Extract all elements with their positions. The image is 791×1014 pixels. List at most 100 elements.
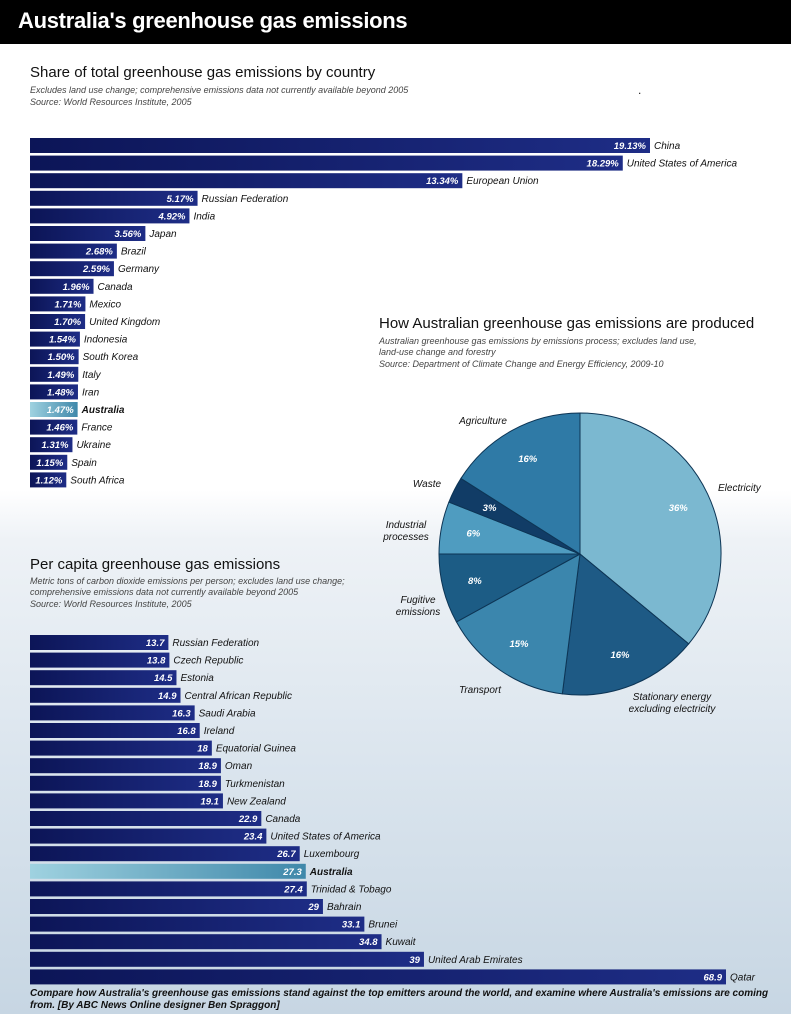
bar-value-australia: 27.3 xyxy=(282,867,302,878)
bar-luxembourg xyxy=(30,846,300,862)
bar-label-kuwait: Kuwait xyxy=(386,937,417,948)
bar-label-australia: Australia xyxy=(309,867,353,878)
bar-france xyxy=(30,419,78,435)
bar-label-brazil: Brazil xyxy=(121,247,147,258)
bar-saudi-arabia xyxy=(30,705,195,721)
bar-value-japan: 3.56% xyxy=(114,229,141,240)
bar-estonia xyxy=(30,670,177,686)
bar-oman xyxy=(30,758,221,774)
bar-value-bahrain: 29 xyxy=(307,902,319,913)
header-bar: Australia's greenhouse gas emissions xyxy=(0,0,791,44)
bar-australia xyxy=(30,863,306,879)
bar-value-mexico: 1.71% xyxy=(54,299,81,310)
bar-label-saudi-arabia: Saudi Arabia xyxy=(199,708,256,719)
bar-value-brunei: 33.1 xyxy=(342,920,361,931)
percap-chart-title: Per capita greenhouse gas emissions xyxy=(30,556,281,573)
bar-label-australia: Australia xyxy=(81,405,125,416)
bar-south-korea xyxy=(30,349,79,365)
bar-south-africa xyxy=(30,472,67,488)
bar-canada xyxy=(30,811,262,826)
bar-italy xyxy=(30,366,79,382)
bar-canada xyxy=(30,278,94,294)
bar-value-qatar: 68.9 xyxy=(704,972,723,983)
pie-chart-subtitle: Australian greenhouse gas emissions by e… xyxy=(379,336,697,357)
bar-label-estonia: Estonia xyxy=(180,673,214,684)
bar-value-south-africa: 1.12% xyxy=(35,475,62,486)
bar-label-bahrain: Bahrain xyxy=(327,902,362,913)
bar-central-african-republic xyxy=(30,687,181,703)
pie-slice-transport xyxy=(455,553,581,695)
bar-value-australia: 1.47% xyxy=(47,405,74,416)
bar-label-equatorial-guinea: Equatorial Guinea xyxy=(216,744,296,755)
bar-label-central-african-republic: Central African Republic xyxy=(185,691,292,702)
pie-label-fugitive-emissions: Fugitive emissions xyxy=(396,595,440,618)
bar-germany xyxy=(30,261,114,277)
pie-chart-title: How Australian greenhouse gas emissions … xyxy=(379,315,755,332)
bar-spain xyxy=(30,454,68,470)
bar-value-central-african-republic: 14.9 xyxy=(158,691,177,702)
bar-brazil xyxy=(30,243,117,259)
bar-value-trinidad-tobago: 27.4 xyxy=(283,884,303,895)
bar-bahrain xyxy=(30,899,323,914)
bar-new-zealand xyxy=(30,793,223,809)
bar-equatorial-guinea xyxy=(30,740,212,756)
bar-brunei xyxy=(30,916,365,932)
pie-chart-source: Source: Department of Climate Change and… xyxy=(379,359,664,369)
bar-value-iran: 1.48% xyxy=(47,387,74,398)
pie-value-agriculture: 16% xyxy=(518,454,538,465)
bar-kuwait xyxy=(30,934,382,950)
bar-label-spain: Spain xyxy=(71,458,97,469)
bar-value-saudi-arabia: 16.3 xyxy=(172,708,191,719)
bar-value-united-kingdom: 1.70% xyxy=(54,317,81,328)
pie-slice-electricity xyxy=(579,412,722,645)
pie-label-transport: Transport xyxy=(459,685,502,696)
bar-value-estonia: 14.5 xyxy=(154,673,173,684)
bar-label-india: India xyxy=(193,211,215,222)
bar-label-czech-republic: Czech Republic xyxy=(173,656,243,667)
bar-label-oman: Oman xyxy=(225,761,253,772)
bar-label-ireland: Ireland xyxy=(204,726,235,737)
bar-label-luxembourg: Luxembourg xyxy=(304,849,360,860)
bar-value-turkmenistan: 18.9 xyxy=(198,779,217,790)
bar-czech-republic xyxy=(30,652,170,668)
pie-value-fugitive-emissions: 8% xyxy=(468,576,482,587)
bar-label-united-arab-emirates: United Arab Emirates xyxy=(428,955,523,966)
share-chart-title: Share of total greenhouse gas emissions … xyxy=(30,64,376,81)
bar-european-union xyxy=(30,173,463,189)
bar-united-states-of-america xyxy=(30,155,623,171)
pie-label-agriculture: Agriculture xyxy=(458,416,507,427)
bar-australia xyxy=(30,402,78,417)
bar-label-france: France xyxy=(81,423,113,434)
bar-label-canada: Canada xyxy=(265,814,300,825)
bar-russian-federation xyxy=(30,190,198,206)
share-chart-source: Source: World Resources Institute, 2005 xyxy=(30,97,192,107)
share-chart-subtitle: Excludes land use change; comprehensive … xyxy=(30,85,409,95)
bar-value-united-states-of-america: 23.4 xyxy=(243,832,263,843)
bar-label-new-zealand: New Zealand xyxy=(227,796,286,807)
bar-value-ireland: 16.8 xyxy=(177,726,196,737)
pie-label-industrial-processes: Industrial processes xyxy=(382,520,429,543)
bar-united-states-of-america xyxy=(30,828,267,844)
bar-mexico xyxy=(30,296,86,312)
bar-iran xyxy=(30,384,78,400)
bar-united-arab-emirates xyxy=(30,951,424,967)
bar-value-china: 19.13% xyxy=(614,141,647,152)
pie-value-transport: 15% xyxy=(509,639,529,650)
bar-value-spain: 1.15% xyxy=(36,458,63,469)
bar-label-canada: Canada xyxy=(98,282,133,293)
bar-trinidad-tobago xyxy=(30,881,307,897)
bar-india xyxy=(30,208,190,224)
bar-value-brazil: 2.68% xyxy=(85,247,113,258)
pie-value-stationary-energy-excluding-electricity: 16% xyxy=(610,650,630,661)
bar-indonesia xyxy=(30,331,80,347)
bar-value-european-union: 13.34% xyxy=(426,176,459,187)
bar-label-japan: Japan xyxy=(148,229,177,240)
bar-label-indonesia: Indonesia xyxy=(84,335,128,346)
bar-ukraine xyxy=(30,437,73,453)
pie-slice-stationary-energy-excluding-electricity xyxy=(561,553,690,696)
bar-value-ukraine: 1.31% xyxy=(42,440,69,451)
bar-label-united-states-of-america: United States of America xyxy=(270,832,381,843)
bar-label-china: China xyxy=(654,141,681,152)
share-bar-chart: 19.13% China 18.29% United States of Americ… xyxy=(30,138,737,488)
bar-value-germany: 2.59% xyxy=(82,264,110,275)
